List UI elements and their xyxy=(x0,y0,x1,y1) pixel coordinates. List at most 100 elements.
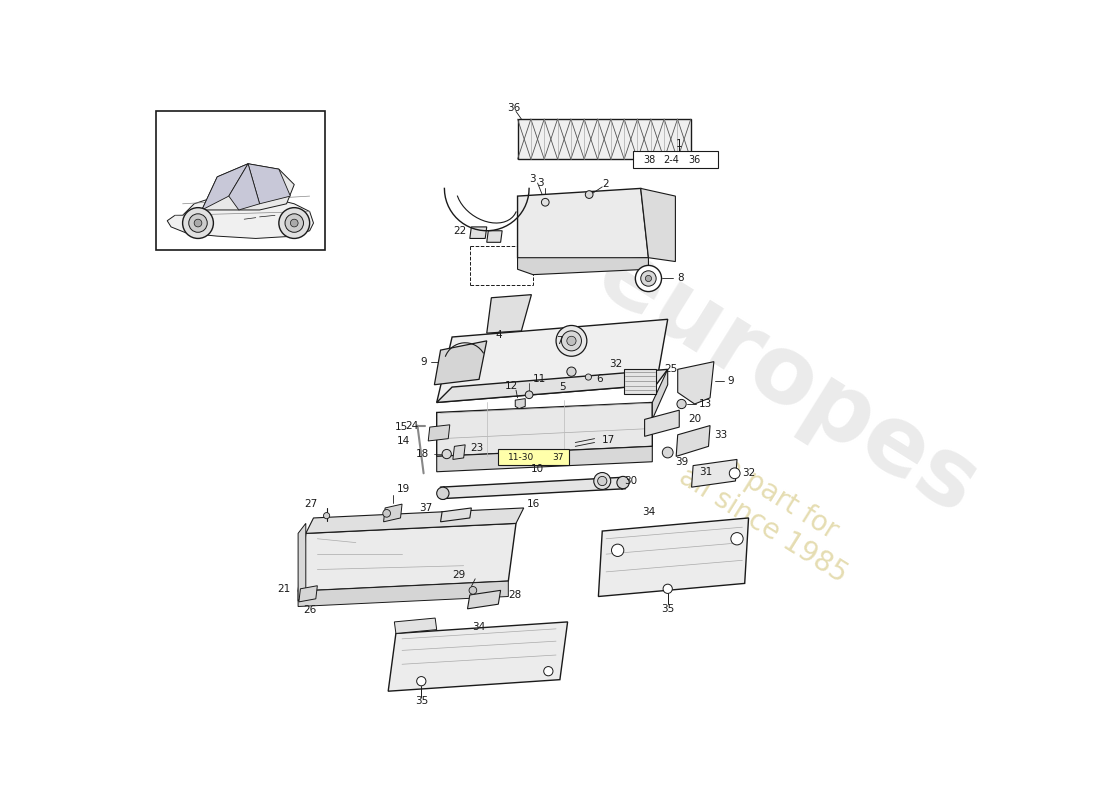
Polygon shape xyxy=(440,477,625,498)
Text: a part for
all since 1985: a part for all since 1985 xyxy=(674,435,869,589)
Text: 18: 18 xyxy=(416,449,429,459)
Text: 2-4: 2-4 xyxy=(663,155,680,165)
Circle shape xyxy=(729,468,740,478)
Text: 3: 3 xyxy=(537,178,544,188)
Polygon shape xyxy=(678,362,714,404)
Polygon shape xyxy=(298,523,306,601)
Polygon shape xyxy=(384,504,403,522)
Circle shape xyxy=(189,214,207,232)
Circle shape xyxy=(526,391,534,398)
Polygon shape xyxy=(437,370,668,402)
Text: 36: 36 xyxy=(689,155,701,165)
Text: 24: 24 xyxy=(406,421,419,430)
Circle shape xyxy=(437,487,449,499)
Polygon shape xyxy=(468,590,500,609)
Circle shape xyxy=(557,326,587,356)
Text: 10: 10 xyxy=(531,464,544,474)
Text: 22: 22 xyxy=(453,226,466,236)
Circle shape xyxy=(323,513,330,518)
Text: 5: 5 xyxy=(559,382,565,392)
Polygon shape xyxy=(298,581,508,606)
Polygon shape xyxy=(434,341,486,385)
Circle shape xyxy=(617,476,629,489)
Text: 3: 3 xyxy=(529,174,537,184)
Polygon shape xyxy=(640,188,675,262)
Text: 11-30: 11-30 xyxy=(507,453,534,462)
Text: 30: 30 xyxy=(624,476,637,486)
Text: 19: 19 xyxy=(397,484,410,494)
Bar xyxy=(624,370,656,394)
Circle shape xyxy=(663,584,672,594)
Circle shape xyxy=(597,476,607,486)
Text: 16: 16 xyxy=(526,499,540,509)
Circle shape xyxy=(543,666,553,676)
Circle shape xyxy=(195,219,202,227)
Circle shape xyxy=(594,473,610,490)
Circle shape xyxy=(566,367,576,376)
Polygon shape xyxy=(517,258,649,274)
Bar xyxy=(156,111,326,250)
Text: 34: 34 xyxy=(472,622,486,632)
Text: 32: 32 xyxy=(742,468,756,478)
Circle shape xyxy=(646,275,651,282)
Polygon shape xyxy=(517,188,649,264)
Circle shape xyxy=(541,198,549,206)
Circle shape xyxy=(279,208,310,238)
Text: 8: 8 xyxy=(676,274,683,283)
Text: 6: 6 xyxy=(596,374,603,384)
Text: 38: 38 xyxy=(644,155,656,165)
Circle shape xyxy=(183,208,213,238)
Text: europes: europes xyxy=(580,228,994,534)
Circle shape xyxy=(676,399,686,409)
Circle shape xyxy=(636,266,661,291)
Text: 23: 23 xyxy=(470,443,483,453)
Text: 17: 17 xyxy=(603,435,616,445)
Polygon shape xyxy=(676,426,711,456)
Circle shape xyxy=(383,510,390,517)
FancyBboxPatch shape xyxy=(498,450,569,465)
Circle shape xyxy=(612,544,624,557)
Text: 34: 34 xyxy=(641,507,656,517)
Polygon shape xyxy=(306,508,524,534)
Text: 28: 28 xyxy=(508,590,521,600)
Polygon shape xyxy=(692,459,737,487)
Text: 1: 1 xyxy=(675,138,683,149)
Polygon shape xyxy=(202,164,295,210)
Text: 7: 7 xyxy=(557,336,563,346)
Text: 14: 14 xyxy=(396,436,409,446)
Polygon shape xyxy=(428,425,450,441)
Text: 15: 15 xyxy=(395,422,408,432)
Polygon shape xyxy=(515,398,526,409)
Text: 12: 12 xyxy=(505,381,518,390)
Text: 35: 35 xyxy=(415,696,428,706)
Circle shape xyxy=(566,336,576,346)
Text: 29: 29 xyxy=(452,570,465,580)
Text: 9: 9 xyxy=(727,376,734,386)
Polygon shape xyxy=(440,508,472,522)
Circle shape xyxy=(290,219,298,227)
Text: 36: 36 xyxy=(507,103,520,114)
Text: 4: 4 xyxy=(495,330,502,340)
Polygon shape xyxy=(298,523,516,591)
Polygon shape xyxy=(437,319,668,402)
Circle shape xyxy=(285,214,304,232)
Polygon shape xyxy=(645,410,680,436)
Polygon shape xyxy=(202,164,249,210)
Circle shape xyxy=(585,190,593,198)
Polygon shape xyxy=(470,227,486,238)
Text: 35: 35 xyxy=(661,604,674,614)
Circle shape xyxy=(662,447,673,458)
Polygon shape xyxy=(167,194,314,238)
Text: 20: 20 xyxy=(689,414,702,424)
Polygon shape xyxy=(437,446,652,472)
Text: 32: 32 xyxy=(609,359,623,369)
Text: 21: 21 xyxy=(277,584,290,594)
Circle shape xyxy=(585,374,592,380)
Circle shape xyxy=(442,450,451,458)
Circle shape xyxy=(640,270,656,286)
Circle shape xyxy=(561,331,582,351)
Bar xyxy=(517,119,691,159)
Text: 33: 33 xyxy=(714,430,727,440)
Text: 26: 26 xyxy=(302,606,317,615)
Polygon shape xyxy=(395,618,437,634)
